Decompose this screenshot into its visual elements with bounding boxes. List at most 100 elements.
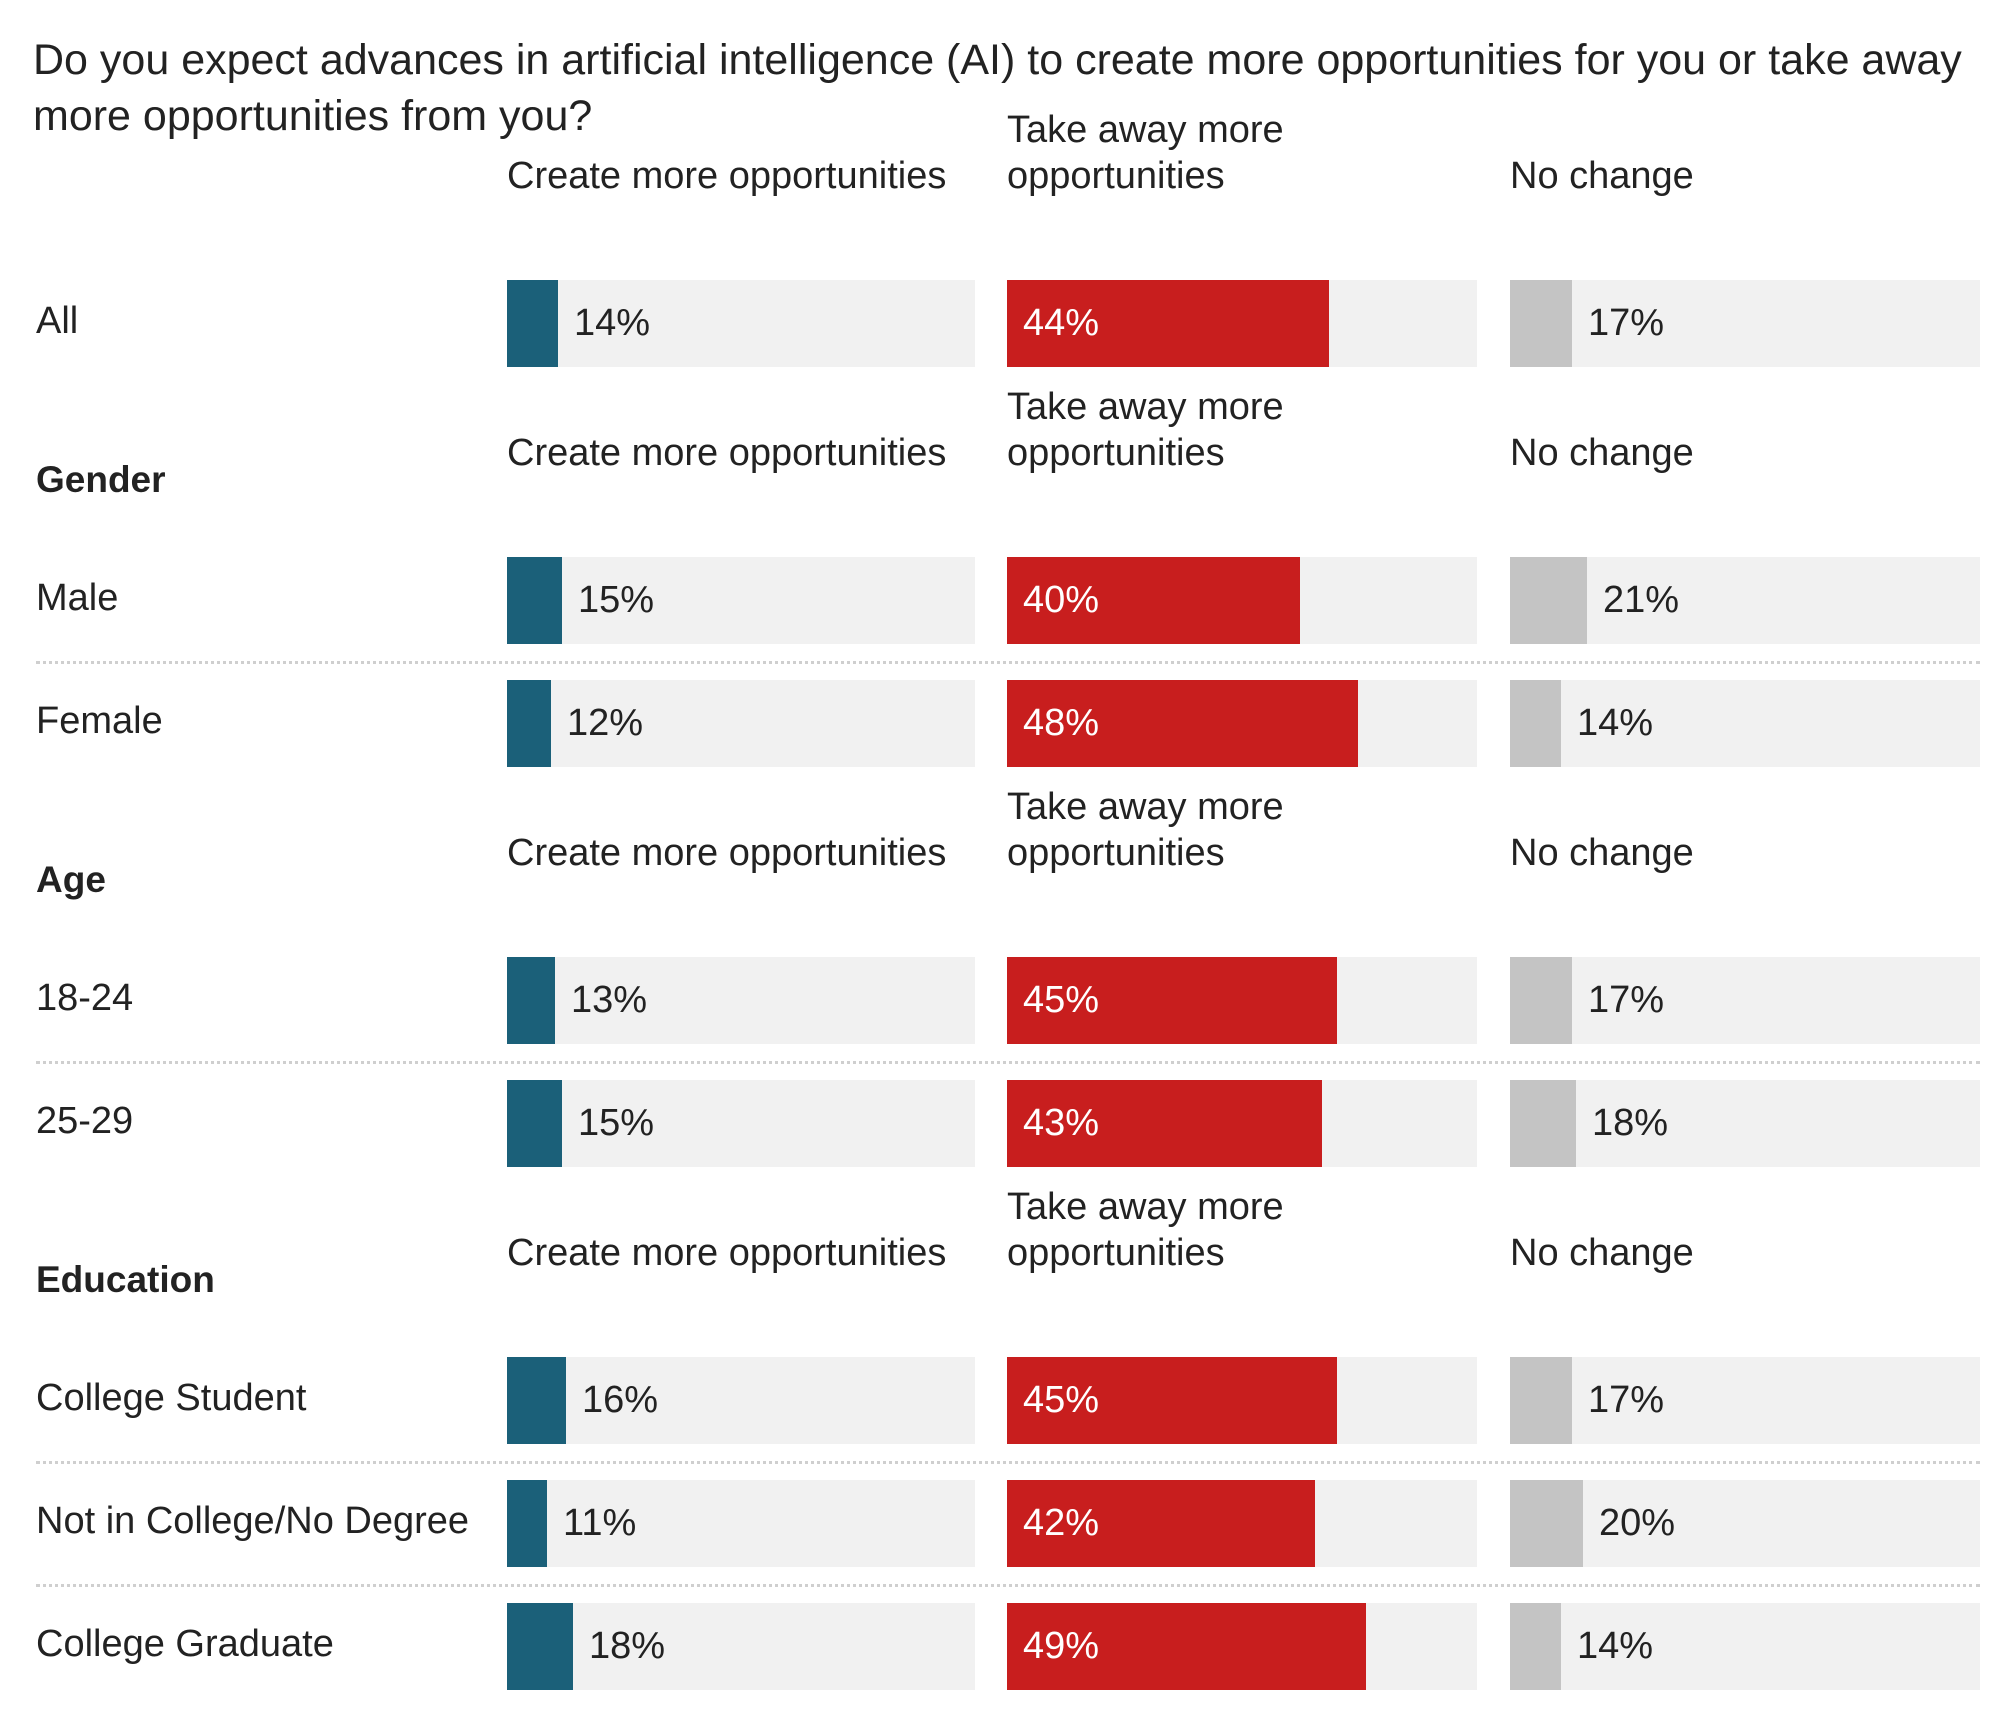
bar [1510, 1480, 1583, 1567]
column-header-line: opportunities [1007, 1232, 1225, 1274]
data-label: 48% [1023, 702, 1100, 744]
data-label: 21% [1603, 579, 1680, 621]
group-label: Education [36, 1259, 215, 1300]
column-header: Create more opportunities [507, 430, 975, 476]
bar [1007, 1080, 1322, 1167]
data-label: 45% [1023, 1379, 1100, 1421]
bar [507, 1480, 547, 1567]
bar-track: 15% [507, 557, 975, 644]
column-header: Create more opportunities [507, 1230, 975, 1276]
row-label: College Graduate [36, 1623, 334, 1665]
bar-track: 17% [1510, 957, 1980, 1044]
column-header-line: Take away more [1007, 786, 1284, 828]
group-label: Age [36, 859, 106, 900]
bar [507, 1603, 573, 1690]
bar [507, 557, 562, 644]
bar [1007, 1603, 1366, 1690]
column-header-line: opportunities [1007, 832, 1225, 874]
column-header: Create more opportunities [507, 830, 975, 876]
bar-track: 16% [507, 1357, 975, 1444]
column-header-line: No change [1510, 155, 1694, 197]
bar [1510, 680, 1561, 767]
bar-track: 12% [507, 680, 975, 767]
bar-track: 42% [1007, 1480, 1477, 1567]
data-label: 15% [578, 579, 655, 621]
bar [1007, 280, 1329, 367]
column-header: No change [1510, 830, 1980, 876]
data-label: 18% [589, 1625, 666, 1667]
bar [1007, 1480, 1315, 1567]
row-label: Male [36, 577, 119, 619]
bar-track: 11% [507, 1480, 975, 1567]
group-label: Gender [36, 459, 166, 500]
column-header-line: opportunities [1007, 155, 1225, 197]
column-header: Take away more opportunities [1007, 107, 1477, 199]
bar-track: 14% [1510, 1603, 1980, 1690]
bar-track: 13% [507, 957, 975, 1044]
data-label: 12% [567, 702, 644, 744]
bar-track: 44% [1007, 280, 1477, 367]
row-label: College Student [36, 1377, 307, 1419]
bar [507, 1080, 562, 1167]
column-header: Take away more opportunities [1007, 1184, 1477, 1276]
bar-track: 14% [507, 280, 975, 367]
data-label: 17% [1588, 1379, 1665, 1421]
bar [1510, 1603, 1561, 1690]
data-label: 14% [1577, 702, 1654, 744]
data-label: 16% [582, 1379, 659, 1421]
bar [1510, 280, 1572, 367]
bar-track: 45% [1007, 1357, 1477, 1444]
data-label: 14% [574, 302, 651, 344]
bar-track: 15% [507, 1080, 975, 1167]
row-label: All [36, 300, 79, 342]
data-label: 42% [1023, 1502, 1100, 1544]
bar-track: 40% [1007, 557, 1477, 644]
bar [1007, 557, 1300, 644]
bar [507, 957, 555, 1044]
row-separator [36, 1584, 1980, 1587]
data-label: 17% [1588, 979, 1665, 1021]
bar [1007, 957, 1337, 1044]
data-label: 40% [1023, 579, 1100, 621]
bar [1510, 557, 1587, 644]
bar [1007, 1357, 1337, 1444]
column-header-line: Take away more [1007, 1186, 1284, 1228]
data-label: 13% [571, 979, 648, 1021]
row-label: Not in College/No Degree [36, 1500, 470, 1542]
bar [507, 680, 551, 767]
column-header: No change [1510, 430, 1980, 476]
row-separator [36, 1061, 1980, 1064]
chart-title: Do you expect advances in artificial int… [33, 36, 1962, 140]
row-separator [36, 1461, 1980, 1464]
bar-track: 18% [1510, 1080, 1980, 1167]
column-header-line: Create more opportunities [507, 155, 947, 197]
column-header: Take away more opportunities [1007, 784, 1477, 876]
column-header-line: No change [1510, 832, 1694, 874]
row-label: 18-24 [36, 977, 134, 1019]
data-label: 11% [563, 1502, 637, 1544]
bar-track: 43% [1007, 1080, 1477, 1167]
bar [507, 280, 558, 367]
column-header: Take away more opportunities [1007, 384, 1477, 476]
column-header-line: No change [1510, 1232, 1694, 1274]
bar-track: 48% [1007, 680, 1477, 767]
row-separator [36, 661, 1980, 664]
bar-track: 17% [1510, 280, 1980, 367]
column-header-line: Take away more [1007, 386, 1284, 428]
column-header-line: Take away more [1007, 109, 1284, 151]
row-label: Female [36, 700, 163, 742]
column-header-line: No change [1510, 432, 1694, 474]
column-header: No change [1510, 153, 1980, 199]
bar-track: 17% [1510, 1357, 1980, 1444]
bar [1510, 957, 1572, 1044]
bar [1510, 1080, 1576, 1167]
column-header: No change [1510, 1230, 1980, 1276]
bar-track: 20% [1510, 1480, 1980, 1567]
data-label: 49% [1023, 1625, 1100, 1667]
bar [1510, 1357, 1572, 1444]
data-label: 17% [1588, 302, 1665, 344]
bar-track: 21% [1510, 557, 1980, 644]
column-header: Create more opportunities [507, 153, 975, 199]
data-label: 20% [1599, 1502, 1676, 1544]
